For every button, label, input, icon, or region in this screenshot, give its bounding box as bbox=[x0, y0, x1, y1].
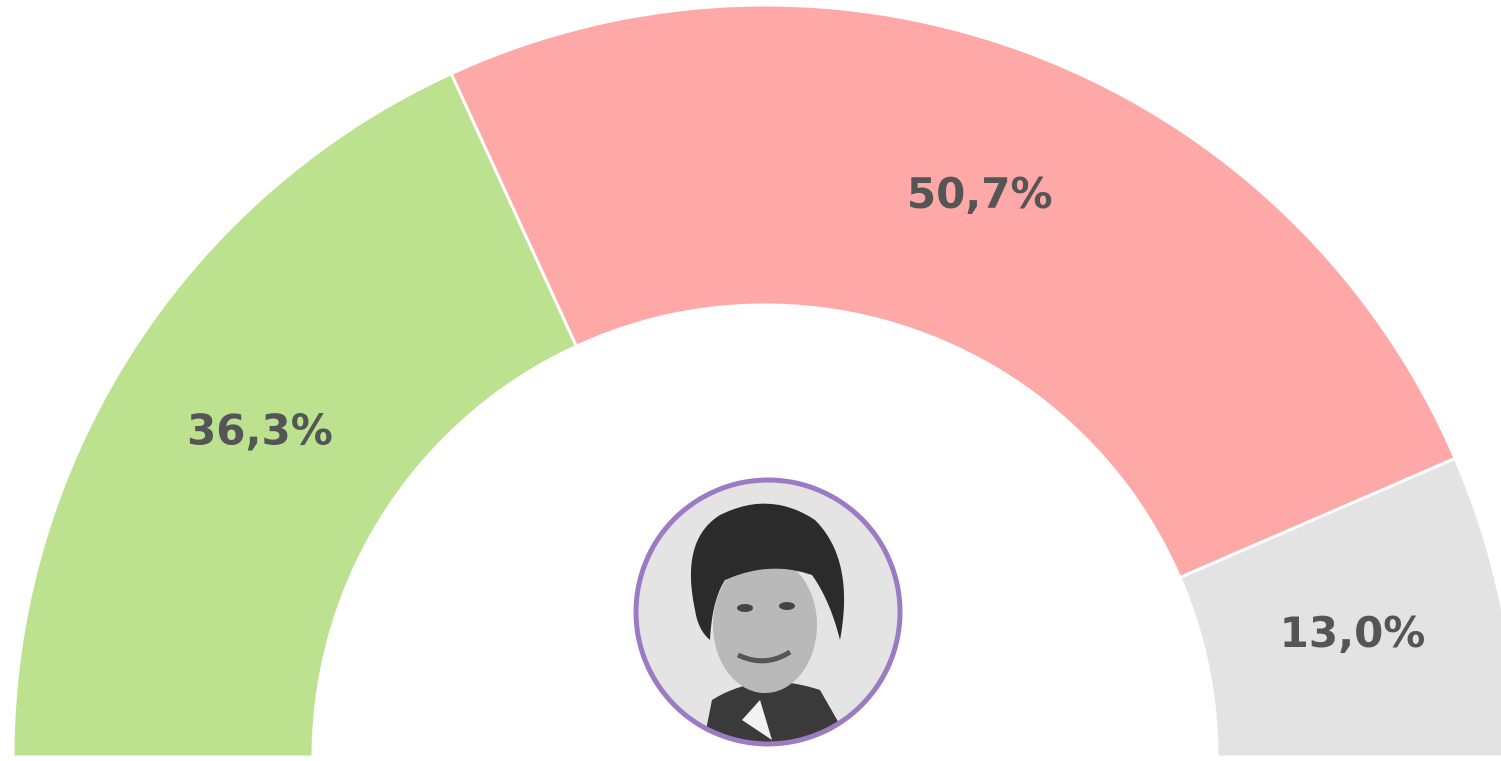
value-label: 50,7% bbox=[907, 169, 1053, 218]
portrait-photo bbox=[637, 481, 899, 743]
value-label: 13,0% bbox=[1280, 608, 1426, 657]
portrait bbox=[633, 477, 903, 747]
segment bbox=[11, 71, 579, 759]
segments bbox=[11, 3, 1501, 759]
segment bbox=[449, 3, 1458, 580]
value-label: 36,3% bbox=[187, 406, 333, 455]
labels: 36,3% 50,7% 13,0% bbox=[187, 169, 1425, 657]
portrait-border bbox=[633, 477, 903, 747]
segment bbox=[1177, 456, 1501, 759]
